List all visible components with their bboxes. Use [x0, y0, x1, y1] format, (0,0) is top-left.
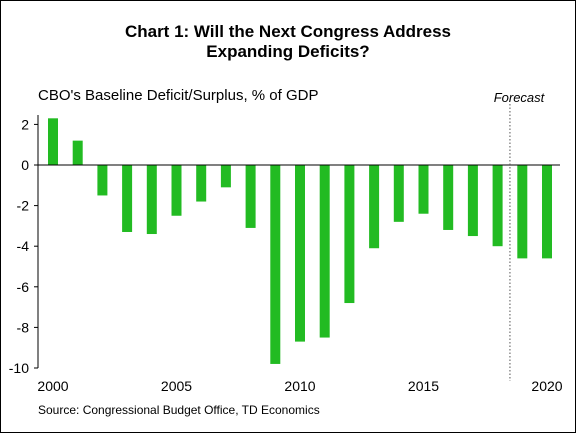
chart-subtitle: CBO's Baseline Deficit/Surplus, % of GDP — [38, 87, 319, 104]
bar — [146, 165, 157, 235]
bar — [270, 165, 281, 364]
x-tick-label: 2015 — [408, 378, 439, 394]
x-tick-label: 2005 — [161, 378, 192, 394]
bar — [171, 165, 182, 216]
chart-title-line-2: Expanding Deficits? — [206, 42, 370, 61]
y-tick-label: -10 — [9, 360, 29, 376]
bar — [344, 165, 355, 304]
x-tick-label: 2020 — [531, 378, 562, 394]
x-tick-label: 2000 — [37, 378, 68, 394]
bar — [517, 165, 528, 259]
bar — [542, 165, 552, 259]
bar — [245, 165, 256, 228]
y-tick-label: -2 — [17, 198, 30, 214]
chart-title-line-1: Chart 1: Will the Next Congress Address — [124, 22, 452, 41]
y-tick-label: 2 — [21, 116, 29, 132]
bar — [122, 165, 133, 232]
bar — [97, 165, 108, 196]
bar — [418, 165, 429, 214]
y-tick-label: 0 — [21, 157, 29, 173]
y-tick-label: -8 — [17, 319, 30, 335]
forecast-label: Forecast — [494, 90, 546, 105]
y-tick-label: -4 — [17, 238, 30, 254]
bar — [48, 118, 58, 165]
bar — [295, 165, 305, 342]
bar — [196, 165, 207, 202]
bar — [467, 165, 478, 237]
chart-title: Chart 1: Will the Next Congress Address … — [0, 22, 576, 62]
y-tick-label: -6 — [17, 279, 30, 295]
bar — [492, 165, 503, 247]
bar — [393, 165, 404, 222]
x-tick-label: 2010 — [284, 378, 315, 394]
bar — [220, 165, 231, 188]
bar — [72, 140, 83, 165]
source-note: Source: Congressional Budget Office, TD … — [38, 403, 320, 417]
bar — [319, 165, 330, 338]
bar — [369, 165, 380, 249]
bar — [443, 165, 454, 230]
